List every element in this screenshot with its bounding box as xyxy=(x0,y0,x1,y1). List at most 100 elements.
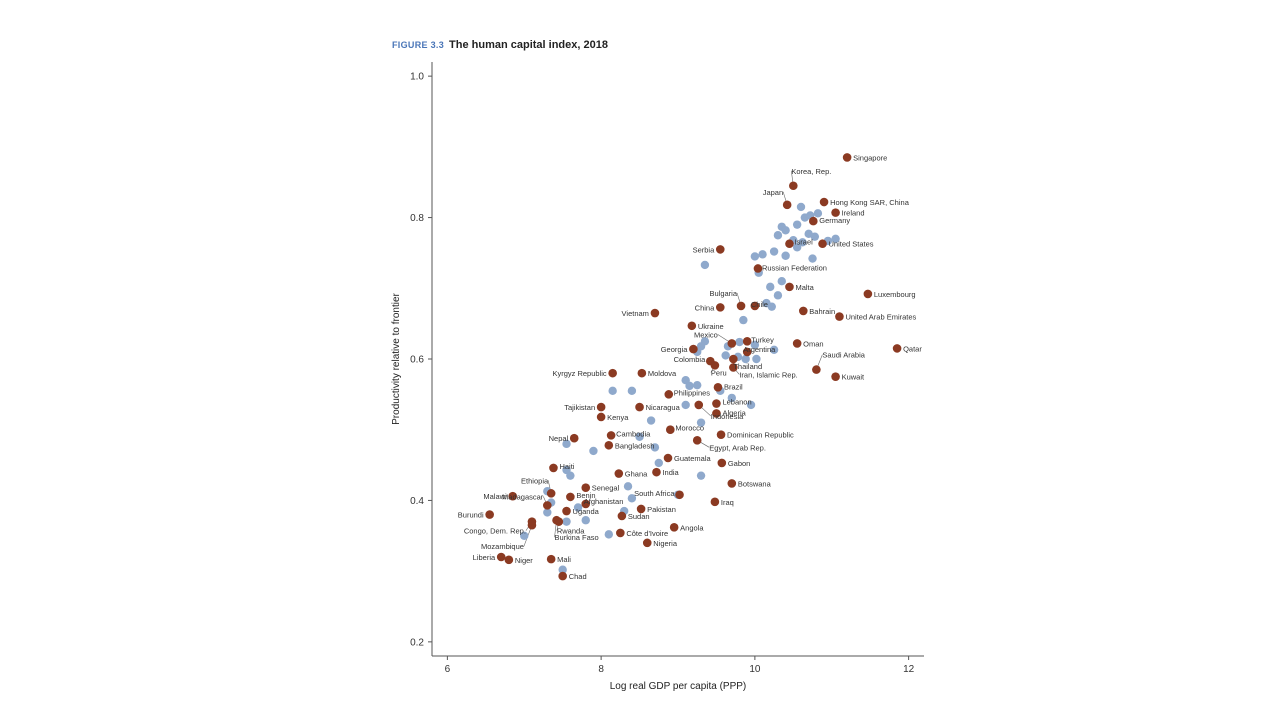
unlabeled-point xyxy=(650,443,660,452)
unlabeled-point xyxy=(746,400,756,410)
unlabeled-point xyxy=(798,238,807,247)
labeled-point xyxy=(604,440,614,450)
labeled-point xyxy=(715,245,725,254)
labeled-point xyxy=(715,303,725,312)
point-label: India xyxy=(662,468,679,477)
unlabeled-point xyxy=(777,277,786,286)
unlabeled-points xyxy=(520,202,840,574)
point-label: Cambodia xyxy=(616,429,651,438)
labeled-point xyxy=(812,365,821,374)
unlabeled-point xyxy=(769,345,779,355)
point-label: Lebanon xyxy=(722,398,751,407)
point-label: Serbia xyxy=(693,245,716,254)
unlabeled-point xyxy=(808,254,817,263)
figure-title-text: The human capital index, 2018 xyxy=(449,39,608,51)
figure-number: FIGURE 3.3 xyxy=(392,40,445,50)
point-label: Côte d'Ivoire xyxy=(626,529,668,538)
unlabeled-point xyxy=(558,565,567,574)
y-tick-label: 0.8 xyxy=(410,213,424,224)
labeled-point xyxy=(527,520,537,530)
point-label: Haiti xyxy=(559,462,574,471)
unlabeled-point xyxy=(627,386,637,396)
unlabeled-point xyxy=(581,516,590,525)
unlabeled-point xyxy=(752,354,761,364)
point-label: Saudi Arabia xyxy=(822,351,865,360)
point-label: Japan xyxy=(763,188,783,197)
unlabeled-point xyxy=(646,416,656,425)
x-axis-title: Log real GDP per capita (PPP) xyxy=(610,681,747,692)
point-labels: Singapore Korea, Rep. Japan Hong Kong SAR, … xyxy=(458,153,923,581)
labeled-point xyxy=(666,425,675,435)
point-label: Senegal xyxy=(592,484,620,493)
point-label: Nepal xyxy=(549,434,569,443)
labeled-point xyxy=(546,554,556,564)
labeled-point xyxy=(710,361,720,370)
unlabeled-point xyxy=(792,220,802,229)
labeled-point xyxy=(650,308,660,318)
labeled-point xyxy=(750,301,760,311)
point-label: Malawi xyxy=(483,492,507,501)
point-label: Guatemala xyxy=(674,454,712,463)
labeled-point xyxy=(727,339,737,348)
labeled-point xyxy=(504,555,514,565)
point-label: Russian Federation xyxy=(762,263,827,272)
labeled-point xyxy=(710,497,720,507)
axes: 0.2 0.4 0.6 0.8 1.0 6 8 10 12 Log real GDP per ca… xyxy=(391,62,924,692)
point-label: Israel xyxy=(794,238,813,247)
labeled-point xyxy=(863,289,873,299)
labeled-point xyxy=(789,181,798,191)
unlabeled-point xyxy=(635,432,644,441)
point-label: Algeria xyxy=(722,408,746,417)
labeled-point xyxy=(694,400,704,410)
point-label: Tajikistan xyxy=(564,403,595,412)
labeled-point xyxy=(892,344,902,353)
y-axis-title: Productivity relative to frontier xyxy=(391,292,402,424)
labeled-point xyxy=(713,382,723,392)
point-label: Botswana xyxy=(738,479,772,488)
point-label: Liberia xyxy=(473,553,496,562)
labeled-point xyxy=(581,499,591,509)
labeled-point xyxy=(616,528,625,538)
labeled-point xyxy=(508,491,518,501)
unlabeled-point xyxy=(810,232,820,241)
labeled-point xyxy=(692,436,702,445)
unlabeled-point xyxy=(727,393,737,403)
point-label: South Africa xyxy=(634,489,675,498)
unlabeled-point xyxy=(589,446,598,456)
point-label: Ethiopia xyxy=(521,476,549,485)
point-label: Ghana xyxy=(625,470,648,479)
y-tick-label: 1.0 xyxy=(410,72,424,83)
point-label: Kyrgyz Republic xyxy=(552,369,606,378)
point-label: Bulgaria xyxy=(710,289,738,298)
point-label: Oman xyxy=(803,339,823,348)
labeled-point xyxy=(608,368,617,378)
unlabeled-point xyxy=(739,315,748,325)
x-tick-label: 10 xyxy=(749,664,761,675)
point-label: Vietnam xyxy=(622,309,649,318)
labeled-point xyxy=(785,282,794,292)
point-label: Congo, Dem. Rep. xyxy=(464,527,526,536)
labeled-point xyxy=(831,208,840,217)
unlabeled-point xyxy=(696,418,706,427)
point-label: Luxembourg xyxy=(874,290,916,299)
x-tick-label: 12 xyxy=(903,664,915,675)
labeled-point xyxy=(652,467,661,477)
unlabeled-point xyxy=(696,471,706,480)
point-label: Malta xyxy=(795,283,814,292)
point-label: Chad xyxy=(569,572,587,581)
labeled-point xyxy=(736,301,746,311)
labeled-point xyxy=(566,492,575,502)
point-label: United States xyxy=(829,240,874,249)
labeled-point xyxy=(818,239,827,249)
point-label: Kenya xyxy=(607,413,629,422)
unlabeled-point xyxy=(750,340,760,350)
point-label: Ireland xyxy=(842,209,865,218)
point-label: Singapore xyxy=(853,153,887,162)
unlabeled-point xyxy=(566,471,575,480)
labeled-point xyxy=(742,337,752,346)
point-label: Angola xyxy=(680,523,704,532)
unlabeled-point xyxy=(767,302,776,311)
point-label: Mexico xyxy=(694,330,718,339)
labeled-point xyxy=(562,506,571,516)
point-label: Philippines xyxy=(674,388,711,397)
